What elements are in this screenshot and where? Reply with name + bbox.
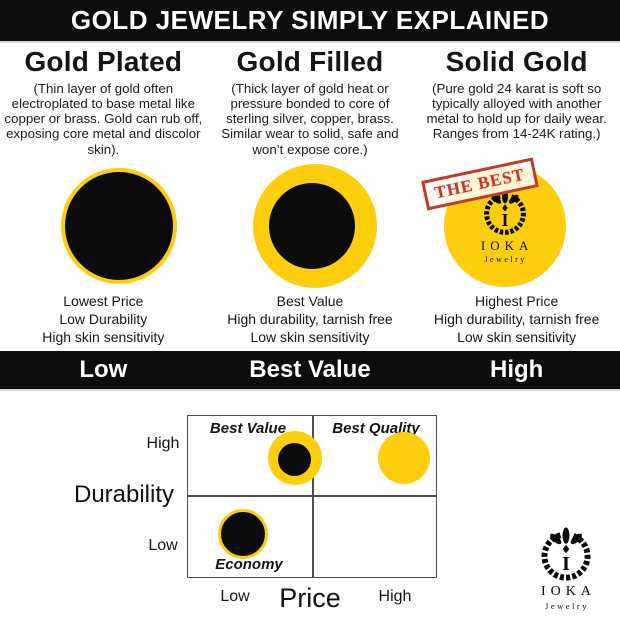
quadrant-label-best-value: Best Value [209, 420, 287, 437]
ioka-logo-subtitle: Jewelry [484, 254, 527, 264]
gold-plated-features: Lowest Price Low Durability High skin se… [42, 292, 164, 347]
x-tick-high: High [378, 588, 412, 605]
feature-line: High durability, tarnish free [433, 311, 600, 328]
ioka-logo: I IOKA Jewelry [476, 189, 534, 264]
solid-gold-heading: Solid Gold [445, 46, 588, 77]
ioka-logo-name: IOKA [541, 584, 596, 599]
gold-plated-description: (Thin layer of gold often electroplated … [4, 81, 203, 157]
ioka-footer-logo: I IOKA Jewelry [520, 527, 612, 611]
banner-label-best-value: Best Value [249, 356, 371, 383]
vertical-divider [312, 416, 314, 577]
ioka-crest-icon: I [541, 527, 591, 581]
solid-gold-description: (Pure gold 24 karat is soft so typically… [426, 81, 607, 142]
gold-filled-point-icon [268, 431, 322, 485]
banner-label-high: High [490, 356, 544, 383]
svg-text:I: I [562, 553, 570, 575]
solid-gold-diagram: THE BEST I IOKA Jewelry [413, 157, 620, 289]
y-tick-low: Low [148, 537, 178, 554]
feature-line: Lowest Price [63, 293, 144, 309]
black-core-icon [268, 183, 355, 269]
price-durability-quadrant-chart: High Durability Low Best Value Best Qual… [0, 391, 620, 620]
x-tick-low: Low [220, 588, 250, 605]
ioka-logo-name: IOKA [480, 237, 534, 253]
gold-filled-circle-icon [252, 164, 377, 288]
page-title: GOLD JEWELRY SIMPLY EXPLAINED [70, 5, 550, 35]
gold-plated-circle-icon [61, 168, 178, 284]
svg-text:I: I [501, 209, 508, 229]
gold-filled-heading: Gold Filled [236, 46, 384, 77]
feature-line: Best Value [276, 293, 344, 309]
solid-gold-point-icon [378, 432, 430, 484]
value-scale-banner: Low Best Value High [0, 351, 620, 391]
gold-filled-diagram [207, 163, 414, 289]
x-axis-label: Price [279, 583, 341, 613]
gold-plated-point-icon [218, 509, 268, 559]
column-gold-plated: Gold Plated (Thin layer of gold often el… [0, 45, 207, 348]
title-banner: GOLD JEWELRY SIMPLY EXPLAINED [0, 0, 620, 43]
column-solid-gold: Solid Gold (Pure gold 24 karat is soft s… [413, 45, 620, 348]
gold-filled-description: (Thick layer of gold heat or pressure bo… [221, 81, 399, 157]
feature-line: Low Durability [59, 311, 148, 328]
y-axis-label: Durability [73, 481, 175, 508]
gold-filled-features: Best Value High durability, tarnish free… [227, 292, 392, 347]
column-gold-filled: Gold Filled (Thick layer of gold heat or… [207, 45, 414, 348]
solid-gold-features: Highest Price High durability, tarnish f… [434, 292, 599, 347]
ioka-logo-subtitle: Jewelry [545, 601, 589, 611]
gold-types-section: Gold Plated (Thin layer of gold often el… [0, 45, 620, 348]
y-tick-high: High [146, 435, 180, 452]
banner-label-low: Low [79, 356, 128, 383]
black-core-icon [278, 443, 311, 476]
feature-line: High skin sensitivity [42, 329, 165, 346]
feature-line: Low skin sensitivity [457, 329, 577, 346]
gold-plated-heading: Gold Plated [24, 46, 183, 77]
quadrant-label-economy: Economy [215, 556, 283, 573]
feature-line: High durability, tarnish free [227, 311, 393, 328]
horizontal-divider [188, 495, 436, 497]
gold-plated-diagram [0, 163, 207, 289]
feature-line: Low skin sensitivity [250, 329, 370, 346]
feature-line: Highest Price [475, 293, 559, 309]
